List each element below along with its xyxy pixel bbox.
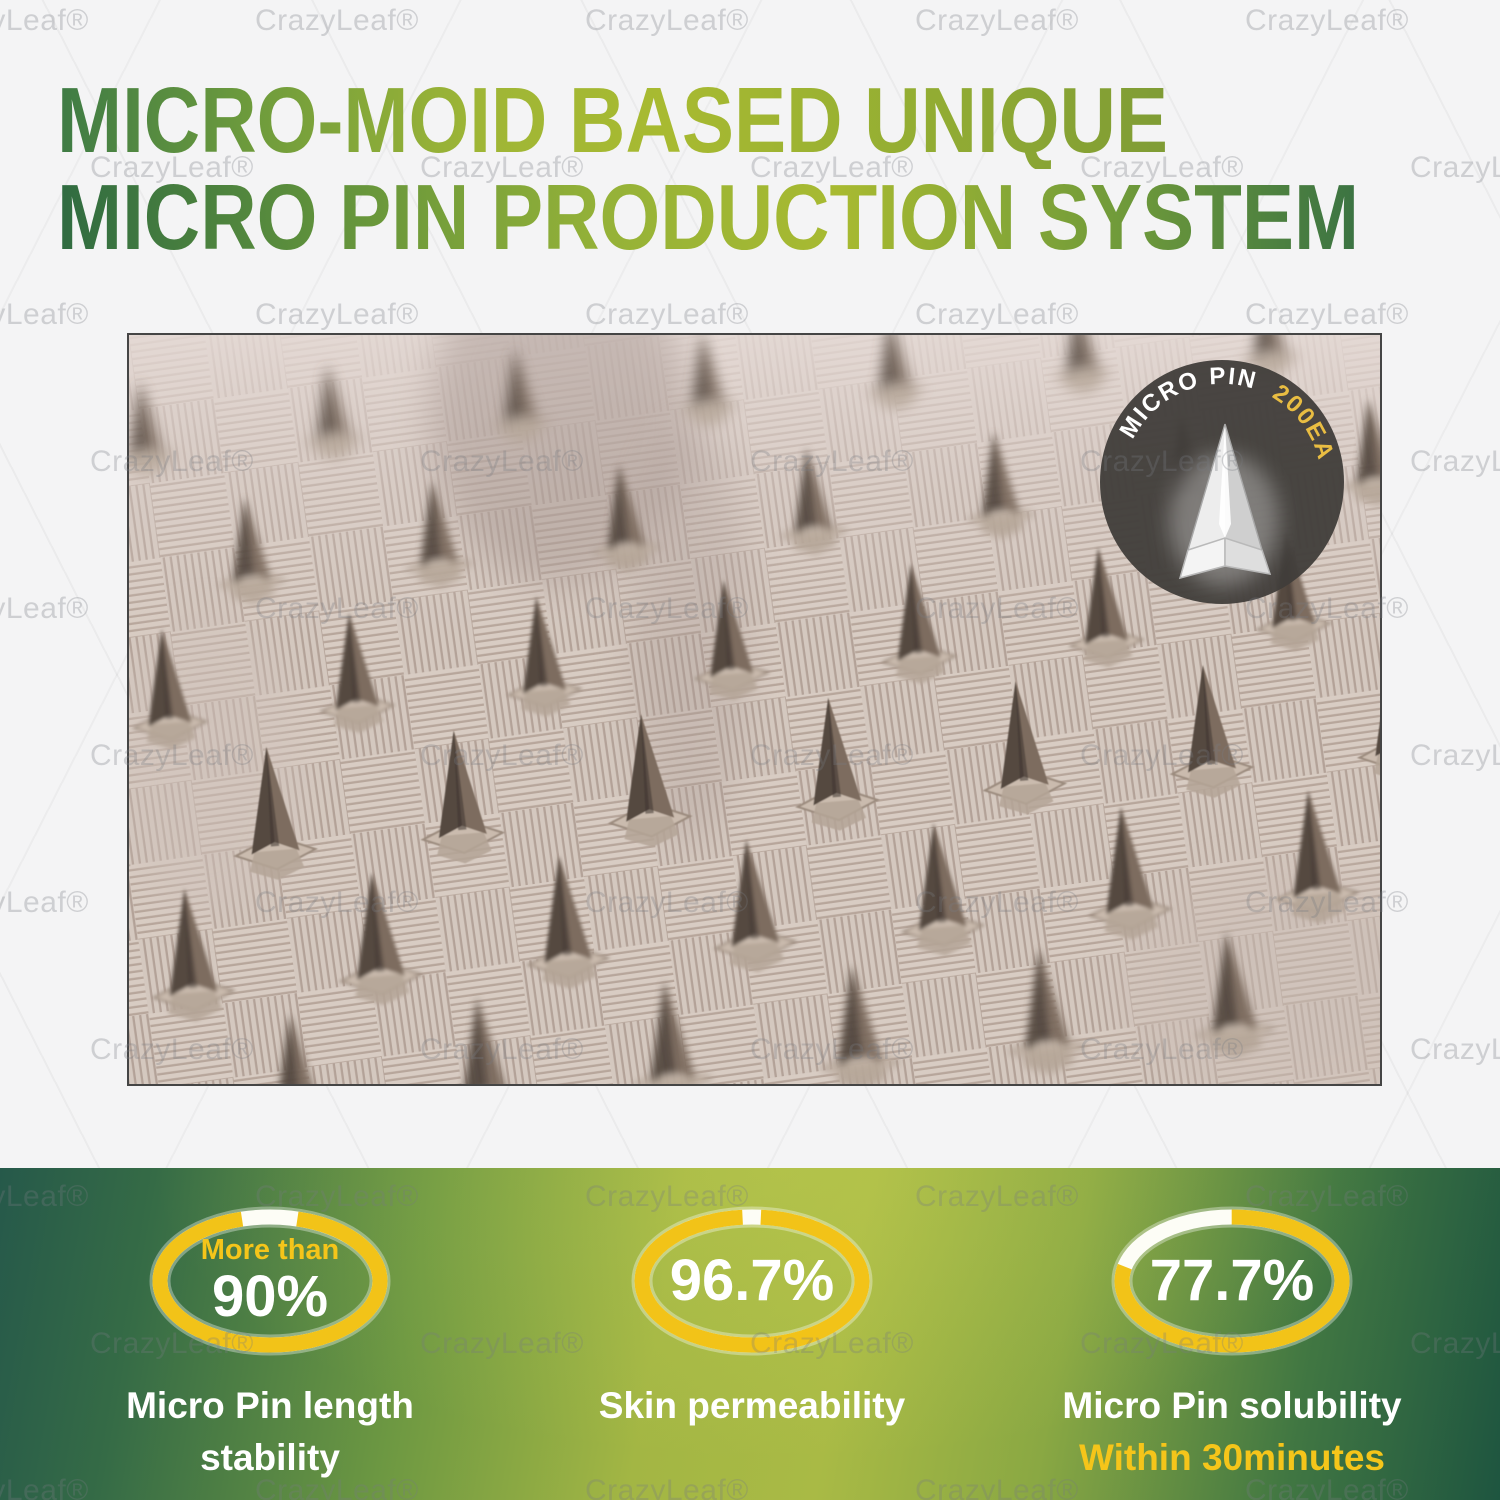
stat-label-line-2: stability	[200, 1437, 340, 1478]
watermark-text: CrazyLeaf®	[585, 4, 749, 37]
stat-pin-length-stability: More than 90% Micro Pin length stability	[40, 1168, 500, 1500]
watermark-text: CrazyLeaf®	[0, 4, 89, 37]
stat-value: 96.7%	[669, 1247, 835, 1313]
stat-ring	[149, 1206, 391, 1356]
watermark-text: CrazyLeaf®	[915, 298, 1079, 331]
stat-ring	[631, 1206, 873, 1356]
stat-sublabel: Within 30minutes	[1079, 1437, 1385, 1478]
title-line-2: MICRO PIN PRODUCTION SYSTEM	[57, 165, 1360, 269]
page-title: MICRO-MOID BASED UNIQUE MICRO PIN PRODUC…	[57, 72, 1500, 266]
badge-pin-icon	[1178, 423, 1272, 580]
watermark-text: CrazyLeaf®	[255, 298, 419, 331]
micro-pin-count-badge: MICRO PIN 200EA	[1092, 352, 1352, 612]
watermark-text: CrazyLeaf®	[0, 592, 89, 625]
stat-ring-text: 77.7%	[1112, 1206, 1352, 1356]
stat-label: Skin permeability	[599, 1380, 905, 1432]
stat-ring-wrap: 77.7%	[1111, 1206, 1353, 1356]
badge-art: MICRO PIN 200EA	[1100, 360, 1344, 604]
stat-ring-wrap: 96.7%	[631, 1206, 873, 1356]
title-line-1: MICRO-MOID BASED UNIQUE	[57, 68, 1169, 172]
watermark-text: CrazyLeaf®	[0, 886, 89, 919]
watermark-text: CrazyLeaf®	[1410, 445, 1500, 478]
watermark-text: CrazyLeaf®	[585, 298, 749, 331]
stat-skin-permeability: 96.7% Skin permeability	[522, 1168, 982, 1500]
watermark-text: CrazyLeaf®	[915, 4, 1079, 37]
stat-label-line-1: Micro Pin solubility	[1062, 1385, 1402, 1426]
stat-ring	[1111, 1206, 1353, 1356]
watermark-text: CrazyLeaf®	[1410, 1033, 1500, 1066]
stat-ring-text: More than 90%	[150, 1206, 390, 1356]
stat-label: Micro Pin solubility	[1062, 1380, 1401, 1432]
watermark-text: CrazyLeaf®	[0, 298, 89, 331]
stat-label-line-1: Skin permeability	[598, 1385, 906, 1426]
stat-value: 77.7%	[1149, 1247, 1315, 1313]
watermark-text: CrazyLeaf®	[1410, 739, 1500, 772]
watermark-text: CrazyLeaf®	[255, 4, 419, 37]
stat-prefix: More than	[200, 1233, 340, 1266]
stat-ring-text: 96.7%	[632, 1206, 872, 1356]
stat-label-line-1: Micro Pin length	[126, 1385, 414, 1426]
watermark-text: CrazyLeaf®	[1245, 298, 1409, 331]
stat-label: Micro Pin length stability	[126, 1380, 414, 1484]
stat-pin-solubility: 77.7% Micro Pin solubility Within 30minu…	[1002, 1168, 1462, 1500]
stat-ring-wrap: More than 90%	[149, 1206, 391, 1356]
stat-value: 90%	[211, 1263, 329, 1329]
watermark-text: CrazyLeaf®	[1245, 4, 1409, 37]
